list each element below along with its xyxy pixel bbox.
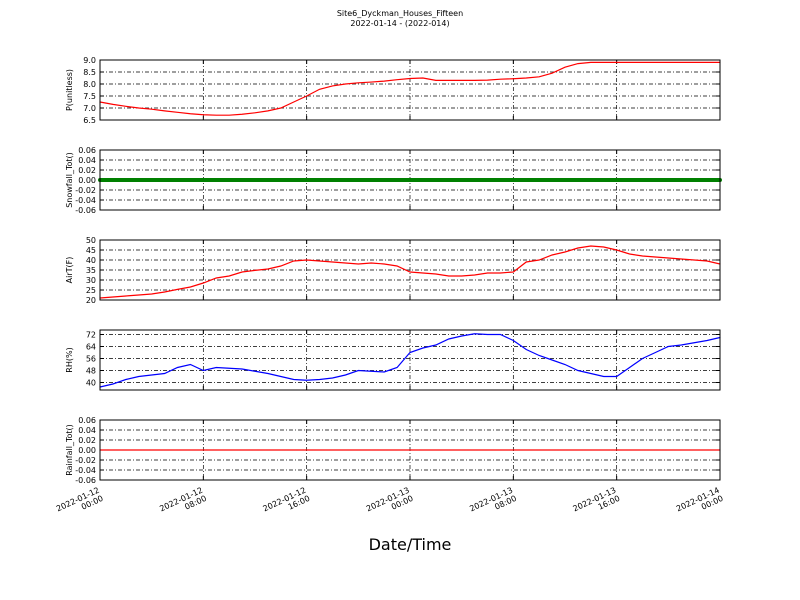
y-axis-label: Snowfall_Tot() — [65, 152, 74, 208]
y-axis-label: P(unitless) — [65, 69, 74, 111]
data-line — [99, 333, 721, 388]
plot-frame — [99, 239, 721, 301]
y-tick-label: -0.02 — [75, 186, 96, 195]
x-axis-label: Date/Time — [369, 535, 452, 554]
y-tick-label: -0.06 — [75, 476, 96, 485]
plot-frame — [99, 329, 721, 391]
plot-frame — [99, 149, 721, 211]
y-tick-label: 72 — [86, 331, 96, 340]
y-tick-label: -0.04 — [75, 196, 96, 205]
y-tick-label: 8.5 — [83, 68, 96, 77]
plot-frame — [99, 419, 721, 481]
y-tick-label: 0.00 — [78, 176, 96, 185]
y-tick-label: 0.02 — [78, 436, 96, 445]
y-tick-label: 30 — [86, 276, 96, 285]
y-tick-label: 50 — [86, 236, 96, 245]
y-tick-label: 7.5 — [83, 92, 96, 101]
chart-title: Site6_Dyckman_Houses_Fifteen — [337, 9, 463, 18]
chart-subtitle: 2022-01-14 - (2022-014) — [350, 19, 449, 28]
y-tick-label: 0.02 — [78, 166, 96, 175]
y-tick-label: 6.5 — [83, 116, 96, 125]
y-axis-label: Rainfall_Tot() — [65, 424, 74, 476]
y-tick-label: -0.02 — [75, 456, 96, 465]
y-tick-label: 56 — [86, 355, 96, 364]
y-tick-label: 0.06 — [78, 416, 96, 425]
y-axis-label: AirT(F) — [65, 257, 74, 284]
y-tick-label: 0.06 — [78, 146, 96, 155]
y-tick-label: 64 — [86, 343, 96, 352]
y-tick-label: 40 — [86, 379, 96, 388]
y-tick-label: 48 — [86, 367, 96, 376]
y-tick-label: 0.04 — [78, 426, 96, 435]
data-line — [99, 245, 721, 299]
y-tick-label: 20 — [86, 296, 96, 305]
plot-frame — [99, 59, 721, 121]
y-tick-label: 8.0 — [83, 80, 96, 89]
y-tick-label: 0.00 — [78, 446, 96, 455]
y-tick-label: 40 — [86, 256, 96, 265]
y-tick-label: -0.06 — [75, 206, 96, 215]
y-tick-label: 35 — [86, 266, 96, 275]
y-tick-label: 7.0 — [83, 104, 96, 113]
data-line — [99, 61, 721, 116]
y-tick-label: 45 — [86, 246, 96, 255]
y-tick-label: -0.04 — [75, 466, 96, 475]
y-tick-label: 9.0 — [83, 56, 96, 65]
y-tick-label: 25 — [86, 286, 96, 295]
y-axis-label: RH(%) — [65, 347, 74, 372]
y-tick-label: 0.04 — [78, 156, 96, 165]
